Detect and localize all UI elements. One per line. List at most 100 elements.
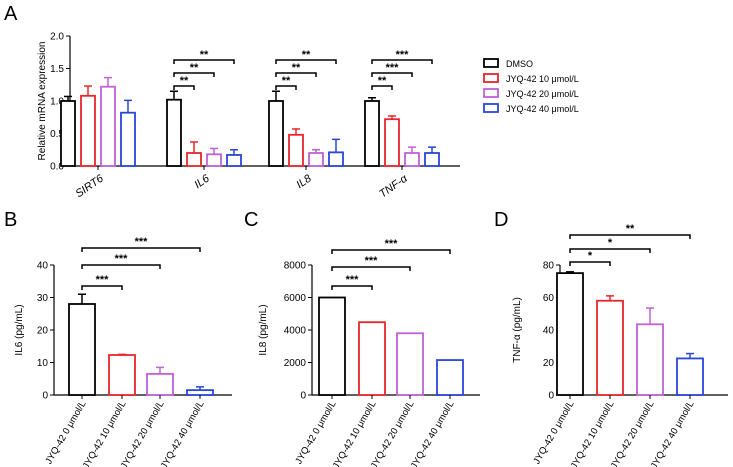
panel-d-significance-bracket — [569, 261, 611, 266]
panel-a-category-label: TNF-α — [377, 172, 410, 200]
panel-c-y-tick-label: 0 — [300, 391, 306, 402]
panel-c-significance-bracket — [331, 249, 451, 254]
panel-a-significance-bracket — [173, 85, 195, 90]
panel-d-significance-label: * — [588, 250, 593, 262]
panel-a-y-tick-label: 0.0 — [50, 162, 64, 173]
panel-d-y-label: TNF-α (pg/mL) — [512, 297, 523, 363]
panel-a-bar — [120, 111, 136, 167]
legend-label: JYQ-42 10 μmol/L — [506, 74, 579, 84]
panel-d-significance-label: ** — [626, 223, 635, 235]
panel-a-significance-label: *** — [386, 62, 400, 74]
legend-swatch — [483, 58, 499, 68]
panel-b-significance-bracket — [81, 285, 123, 290]
panel-c-bar — [396, 332, 424, 396]
panel-c-category-label: JYQ-42 40 μmol/L — [409, 399, 457, 467]
panel-d-bar — [676, 357, 704, 396]
legend-label: JYQ-42 20 μmol/L — [506, 89, 579, 99]
panel-a-significance-label: *** — [396, 49, 410, 61]
panel-d-bar — [636, 323, 664, 396]
panel-a-significance-label: ** — [190, 62, 199, 74]
panel-b-y-tick-label: 40 — [37, 261, 49, 272]
panel-d-y-tick-label: 60 — [543, 293, 555, 304]
panel-c-y-tick-label: 8000 — [284, 261, 307, 272]
panel-b-y-tick-label: 20 — [37, 326, 49, 337]
panel-c-bar — [318, 296, 346, 396]
panel-b-y-tick-label: 0 — [42, 391, 48, 402]
panel-c-significance-label: *** — [385, 238, 399, 250]
panel-b-significance-bracket — [81, 264, 161, 269]
panel-b-category-label: JYQ-42 40 μmol/L — [159, 399, 207, 467]
panel-d-category-label: JYQ-42 10 μmol/L — [569, 399, 617, 467]
panel-b-category-label: JYQ-42 10 μmol/L — [81, 399, 129, 467]
panel-letter-a: A — [4, 3, 18, 25]
panel-c-significance-bracket — [331, 266, 411, 271]
panel-d-y-tick-label: 20 — [543, 358, 555, 369]
panel-letter-b: B — [4, 209, 17, 231]
panel-a-significance-label: ** — [282, 75, 291, 87]
panel-c-significance-label: *** — [346, 274, 360, 286]
panel-a-significance-bracket — [275, 59, 337, 64]
panel-b-significance-label: *** — [135, 236, 149, 248]
panel-d-y-tick-label: 40 — [543, 326, 555, 337]
panel-a-significance-bracket — [173, 59, 235, 64]
panel-a-bar — [308, 152, 324, 167]
panel-a-bar — [100, 85, 116, 167]
panel-b-y-tick-label: 30 — [37, 293, 49, 304]
legend-swatch — [483, 73, 499, 83]
panel-d-category-label: JYQ-42 0 μmol/L — [531, 399, 576, 466]
panel-a-significance-bracket — [275, 72, 317, 77]
panel-d-bar — [556, 272, 584, 396]
panel-b-bar — [108, 354, 136, 396]
panel-a-y-label: Relative mRNA expression — [37, 42, 48, 161]
panel-a-bar — [268, 100, 284, 167]
panel-a-significance-bracket — [275, 85, 297, 90]
panel-a-bar — [166, 98, 182, 167]
panel-d-significance-bracket — [569, 248, 651, 253]
panel-b-significance-label: *** — [115, 253, 129, 265]
panel-a-bar — [206, 153, 222, 167]
panel-a-bar — [328, 151, 344, 167]
panel-b-y-tick-label: 10 — [37, 358, 49, 369]
panel-d-y-tick-label: 80 — [543, 261, 555, 272]
panel-d-bar — [596, 299, 624, 396]
panel-a-bar — [60, 100, 76, 167]
panel-a-significance-label: ** — [200, 49, 209, 61]
panel-a-bar — [80, 94, 96, 167]
panel-a-y-tick-label: 1.5 — [50, 64, 64, 75]
panel-c-y-label: IL8 (pg/mL) — [258, 304, 269, 355]
panel-a-category-label: SIRT6 — [73, 172, 106, 200]
panel-a-significance-bracket — [173, 72, 215, 77]
legend-label: DMSO — [506, 59, 533, 69]
panel-b-bar — [146, 372, 174, 396]
panel-a-bar — [404, 152, 420, 167]
panel-b-y-label: IL6 (pg/mL) — [14, 304, 25, 355]
panel-a-significance-label: ** — [378, 75, 387, 87]
panel-c-bar — [358, 321, 386, 396]
panel-a-y-tick-label: 1.0 — [50, 97, 64, 108]
panel-d-significance-label: * — [608, 237, 613, 249]
panel-c-bar — [436, 359, 464, 396]
panel-d-y-tick-label: 0 — [548, 391, 554, 402]
panel-b-significance-label: *** — [96, 274, 110, 286]
panel-a-significance-bracket — [371, 59, 433, 64]
panel-b-significance-bracket — [81, 247, 201, 252]
panel-letter-d: D — [494, 209, 508, 231]
panel-d-significance-bracket — [569, 234, 691, 239]
panel-d-category-label: JYQ-42 20 μmol/L — [609, 399, 657, 467]
panel-a-bar — [288, 133, 304, 167]
panel-c-y-tick-label: 2000 — [284, 358, 307, 369]
legend-swatch — [483, 103, 499, 113]
panel-a-category-label: IL6 — [192, 172, 212, 191]
panel-a-y-tick-label: 2.0 — [50, 32, 64, 43]
panel-a-bar — [384, 118, 400, 167]
panel-a-significance-label: ** — [292, 62, 301, 74]
panel-b-bar — [68, 303, 96, 396]
panel-a-significance-label: ** — [302, 49, 311, 61]
panel-c-significance-bracket — [331, 285, 373, 290]
panel-a-category-label: IL8 — [294, 172, 314, 191]
panel-b-category-label: JYQ-42 0 μmol/L — [43, 399, 88, 466]
panel-a-significance-bracket — [371, 85, 393, 90]
panel-c-category-label: JYQ-42 10 μmol/L — [331, 399, 379, 467]
panel-a-significance-label: ** — [180, 75, 189, 87]
